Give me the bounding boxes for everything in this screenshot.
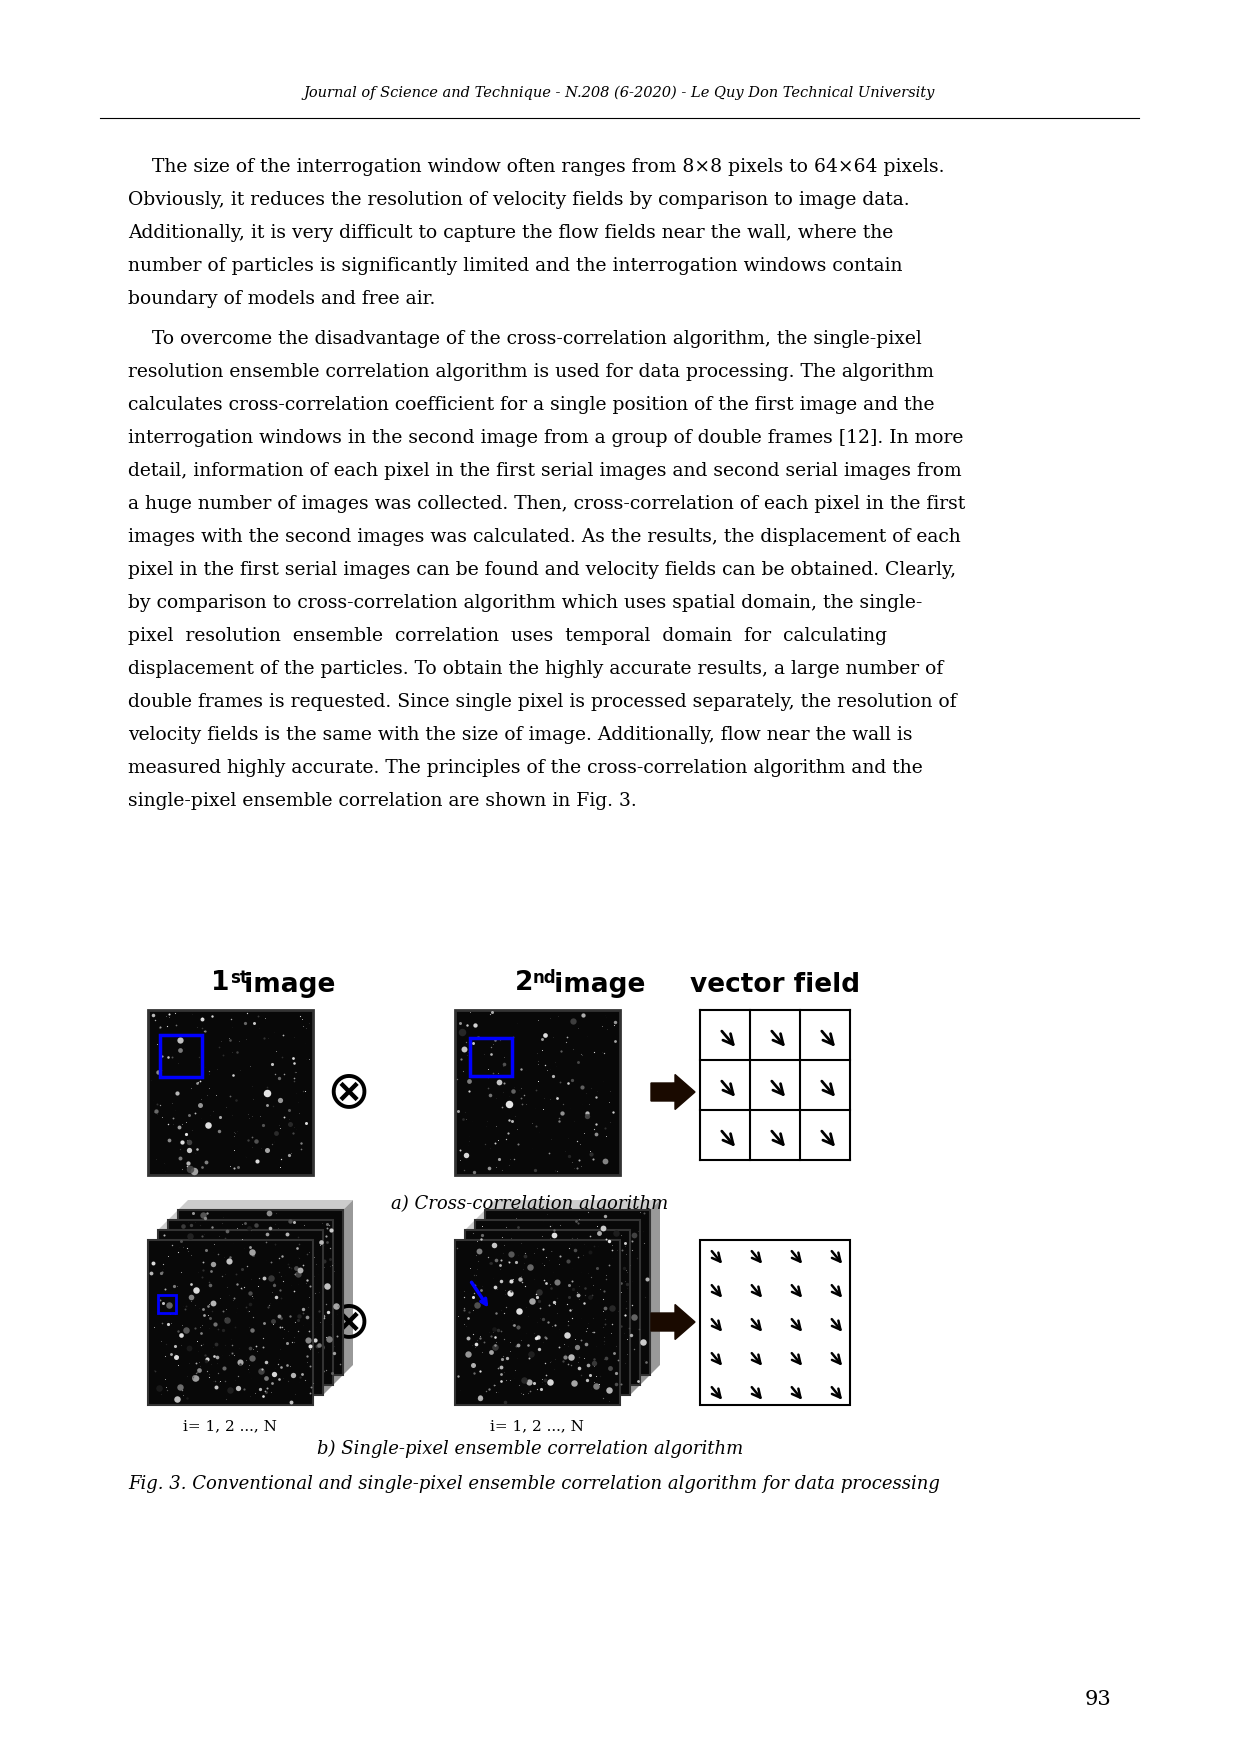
Text: The size of the interrogation window often ranges from 8×8 pixels to 64×64 pixel: The size of the interrogation window oft… [128,158,944,175]
Text: measured highly accurate. The principles of the cross-correlation algorithm and : measured highly accurate. The principles… [128,759,923,777]
Text: by comparison to cross-correlation algorithm which uses spatial domain, the sing: by comparison to cross-correlation algor… [128,595,922,612]
Bar [147,1010,313,1175]
Polygon shape [650,1200,660,1375]
Text: interrogation windows in the second image from a group of double frames [12]. In: interrogation windows in the second imag… [128,430,964,447]
FancyArrow shape [650,1305,695,1340]
Text: nd: nd [533,968,556,988]
Text: 93: 93 [1084,1691,1111,1708]
Bar [475,1221,641,1386]
Polygon shape [323,1221,333,1394]
Bar [160,1035,202,1077]
Text: st: st [230,968,248,988]
Text: image: image [545,972,646,998]
Text: To overcome the disadvantage of the cross-correlation algorithm, the single-pixe: To overcome the disadvantage of the cros… [128,330,922,347]
Polygon shape [475,1210,650,1221]
Bar [470,1038,512,1075]
Text: double frames is requested. Since single pixel is processed separately, the reso: double frames is requested. Since single… [128,693,957,710]
Text: boundary of models and free air.: boundary of models and free air. [128,289,435,309]
Text: a) Cross-correlation algorithm: a) Cross-correlation algorithm [392,1194,669,1214]
Bar [159,1230,323,1394]
Text: ⊗: ⊗ [326,1296,370,1349]
Text: images with the second images was calculated. As the results, the displacement o: images with the second images was calcul… [128,528,960,545]
Bar [169,1221,333,1386]
Text: i= 1, 2 ..., N: i= 1, 2 ..., N [491,1419,584,1433]
Bar [159,1294,176,1314]
FancyArrow shape [650,1075,695,1110]
Text: detail, information of each pixel in the first serial images and second serial i: detail, information of each pixel in the… [128,461,961,481]
Bar [465,1230,629,1394]
Text: b) Single-pixel ensemble correlation algorithm: b) Single-pixel ensemble correlation alg… [317,1440,743,1458]
Text: number of particles is significantly limited and the interrogation windows conta: number of particles is significantly lim… [128,258,902,275]
Text: single-pixel ensemble correlation are shown in Fig. 3.: single-pixel ensemble correlation are sh… [128,793,637,810]
Polygon shape [343,1200,353,1375]
Text: Obviously, it reduces the resolution of velocity fields by comparison to image d: Obviously, it reduces the resolution of … [128,191,909,209]
Text: vector field: vector field [690,972,860,998]
Polygon shape [169,1210,343,1221]
Text: 1: 1 [212,970,230,996]
Text: i= 1, 2 ..., N: i= 1, 2 ..., N [183,1419,278,1433]
Text: displacement of the particles. To obtain the highly accurate results, a large nu: displacement of the particles. To obtain… [128,660,943,679]
Polygon shape [465,1221,641,1230]
Text: pixel in the first serial images can be found and velocity fields can be obtaine: pixel in the first serial images can be … [128,561,957,579]
Bar [700,1240,850,1405]
Text: 2: 2 [514,970,533,996]
Polygon shape [641,1210,650,1386]
Bar [484,1210,650,1375]
Text: a huge number of images was collected. Then, cross-correlation of each pixel in : a huge number of images was collected. T… [128,495,965,512]
Text: Journal of Science and Technique - N.208 (6-2020) - Le Quy Don Technical Univers: Journal of Science and Technique - N.208… [304,86,934,100]
Text: image: image [235,972,336,998]
Polygon shape [484,1200,660,1210]
Text: pixel  resolution  ensemble  correlation  uses  temporal  domain  for  calculati: pixel resolution ensemble correlation us… [128,626,887,645]
Bar [178,1210,343,1375]
Polygon shape [178,1200,353,1210]
Text: ⊗: ⊗ [326,1066,370,1117]
Text: resolution ensemble correlation algorithm is used for data processing. The algor: resolution ensemble correlation algorith… [128,363,934,381]
Text: Additionally, it is very difficult to capture the flow fields near the wall, whe: Additionally, it is very difficult to ca… [128,225,893,242]
Polygon shape [333,1210,343,1386]
Bar [455,1010,620,1175]
Polygon shape [629,1221,641,1394]
Text: calculates cross-correlation coefficient for a single position of the first imag: calculates cross-correlation coefficient… [128,396,934,414]
Text: velocity fields is the same with the size of image. Additionally, flow near the : velocity fields is the same with the siz… [128,726,912,744]
Polygon shape [159,1221,333,1230]
Bar [147,1240,313,1405]
Bar [455,1240,620,1405]
Text: Fig. 3. Conventional and single-pixel ensemble correlation algorithm for data pr: Fig. 3. Conventional and single-pixel en… [128,1475,940,1493]
